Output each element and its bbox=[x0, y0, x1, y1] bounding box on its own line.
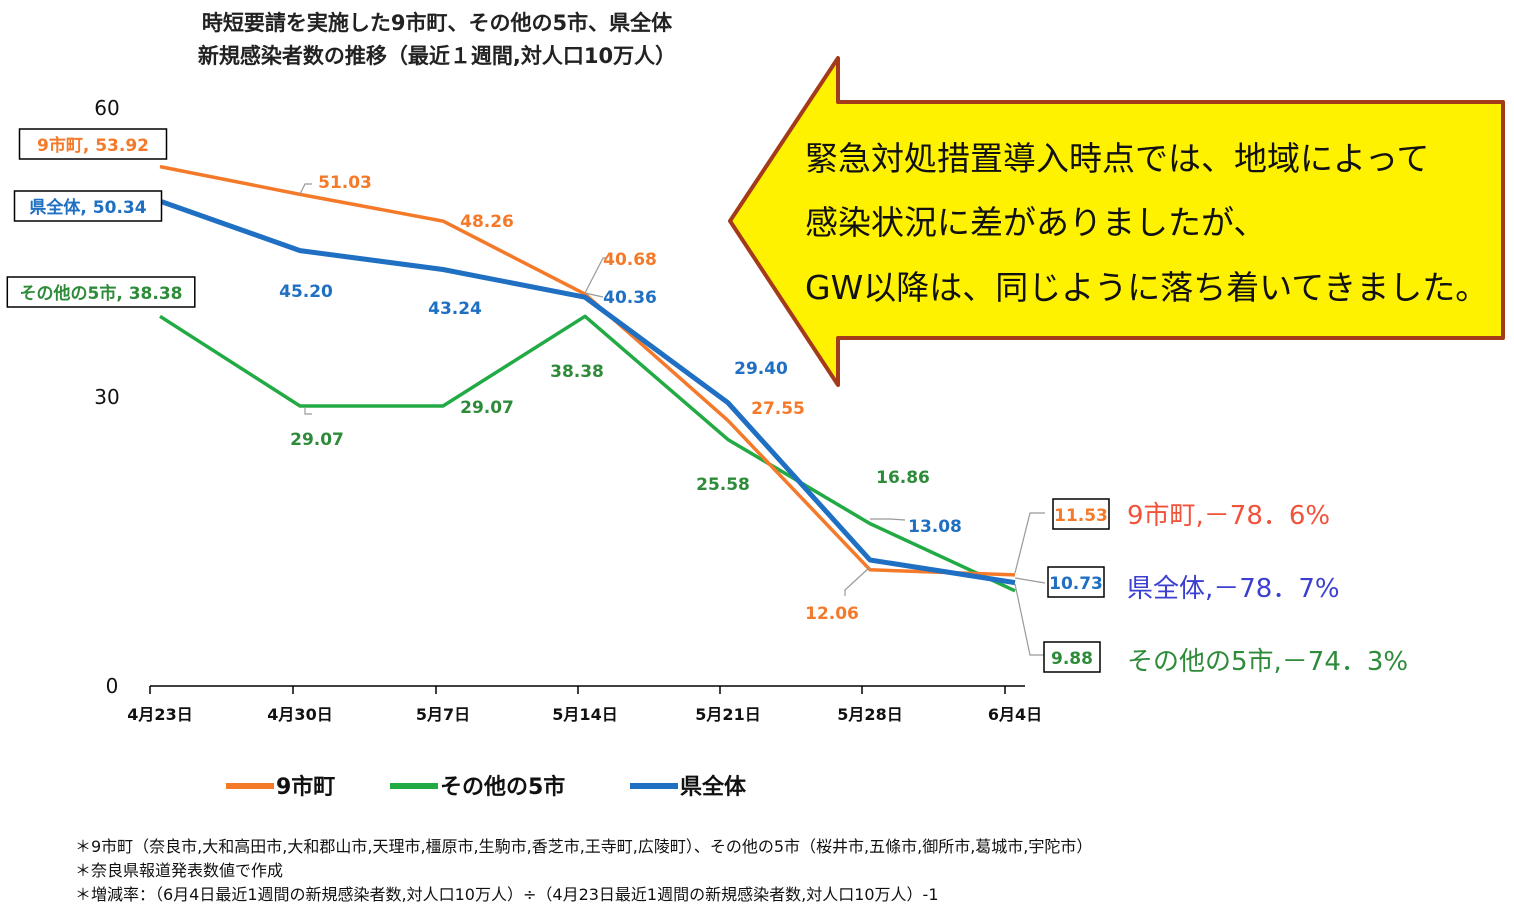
x-tick-label: 4月23日 bbox=[127, 705, 192, 724]
callout-line-3: GW以降は、同じように落ち着いてきました。 bbox=[805, 268, 1488, 307]
data-label-other: 9.88 bbox=[1051, 649, 1093, 669]
leader-line bbox=[304, 407, 312, 415]
data-label-pref: 県全体, 50.34 bbox=[29, 197, 146, 218]
series-lines bbox=[159, 164, 1016, 593]
chart-title-line1: 時短要請を実施した9市町、その他の5市、県全体 bbox=[202, 11, 673, 35]
footnote-1: ＊9市町（奈良市,大和高田市,大和郡山市,天理市,橿原市,生駒市,香芝市,王寺町… bbox=[75, 837, 1092, 856]
data-label-other: 38.38 bbox=[550, 362, 604, 382]
data-labels: 9市町, 53.92 51.03 48.26 40.68 27.55 12.06 11.53… bbox=[6, 128, 1110, 673]
data-label-other: 16.86 bbox=[876, 468, 930, 488]
leader-line bbox=[870, 518, 906, 521]
x-tick-label: 5月28日 bbox=[837, 705, 902, 724]
data-label-nine: 9市町, 53.92 bbox=[37, 135, 149, 156]
leader-line bbox=[584, 257, 606, 294]
leader-line bbox=[1014, 577, 1046, 584]
x-tick-label: 5月14日 bbox=[552, 705, 617, 724]
x-tick-label: 5月7日 bbox=[416, 705, 470, 724]
data-label-nine: 48.26 bbox=[460, 212, 514, 232]
callout-line-1: 緊急対処措置導入時点では、地域によって bbox=[805, 139, 1429, 178]
data-label-pref: 45.20 bbox=[279, 282, 333, 302]
legend-label-nine: 9市町 bbox=[276, 774, 335, 800]
leader-line bbox=[844, 566, 871, 596]
footnote-2: ＊奈良県報道発表数値で作成 bbox=[75, 861, 283, 880]
data-label-pref: 43.24 bbox=[428, 299, 482, 319]
x-axis-ticks: 4月23日 4月30日 5月7日 5月14日 5月21日 5月28日 6月4日 bbox=[127, 686, 1042, 724]
legend: 9市町 その他の5市 県全体 bbox=[226, 774, 747, 800]
y-tick-label: 60 bbox=[94, 96, 119, 120]
leader-line bbox=[1014, 512, 1045, 574]
data-label-nine: 27.55 bbox=[751, 399, 805, 419]
data-label-nine: 12.06 bbox=[805, 604, 859, 624]
data-label-box-nine bbox=[1052, 498, 1110, 530]
data-label-nine: 40.68 bbox=[603, 250, 657, 270]
x-tick-label: 4月30日 bbox=[267, 705, 332, 724]
end-label-other: その他の5市,－74．3% bbox=[1127, 647, 1408, 677]
callout-arrow: 緊急対処措置導入時点では、地域によって 感染状況に差がありましたが、 GW以降は… bbox=[728, 56, 1505, 387]
data-label-pref: 13.08 bbox=[908, 517, 962, 537]
label-leader-lines bbox=[299, 183, 1046, 656]
callout-arrow-shape bbox=[728, 56, 1505, 387]
y-tick-label: 30 bbox=[94, 385, 119, 409]
data-label-pref: 10.73 bbox=[1049, 574, 1103, 594]
data-label-nine: 51.03 bbox=[318, 173, 372, 193]
footnote-3: ＊増減率：（6月4日最近1週間の新規感染者数,対人口10万人）÷（4月23日最近… bbox=[75, 885, 939, 904]
callout-line-2: 感染状況に差がありましたが、 bbox=[805, 203, 1266, 242]
legend-label-pref: 県全体 bbox=[680, 774, 747, 800]
leader-line bbox=[584, 292, 604, 298]
data-label-other: 29.07 bbox=[460, 398, 514, 418]
data-label-nine: 11.53 bbox=[1054, 506, 1108, 526]
data-label-other: その他の5市, 38.38 bbox=[20, 283, 183, 304]
data-label-box-other bbox=[1043, 641, 1101, 673]
series-line-other bbox=[159, 314, 1016, 593]
leader-line bbox=[1014, 583, 1045, 656]
y-tick-label: 0 bbox=[106, 674, 119, 698]
end-label-pref: 県全体,－78．7% bbox=[1127, 574, 1340, 604]
data-label-other: 29.07 bbox=[290, 430, 344, 450]
data-label-box-nine bbox=[18, 128, 168, 160]
data-label-pref: 40.36 bbox=[603, 288, 657, 308]
series-line-nine bbox=[159, 164, 1016, 577]
leader-line bbox=[299, 183, 312, 195]
data-label-box-other bbox=[6, 276, 196, 308]
data-label-pref: 29.40 bbox=[734, 359, 788, 379]
data-label-box-pref bbox=[1047, 566, 1105, 598]
data-label-other: 25.58 bbox=[696, 475, 750, 495]
chart-title-line2: 新規感染者数の推移（最近１週間,対人口10万人） bbox=[198, 44, 676, 68]
x-tick-label: 6月4日 bbox=[988, 705, 1042, 724]
end-label-nine: 9市町,－78．6% bbox=[1127, 501, 1330, 531]
series-line-pref bbox=[159, 198, 1016, 586]
x-tick-label: 5月21日 bbox=[695, 705, 760, 724]
data-label-box-pref bbox=[13, 190, 163, 222]
legend-label-other: その他の5市 bbox=[440, 774, 565, 800]
